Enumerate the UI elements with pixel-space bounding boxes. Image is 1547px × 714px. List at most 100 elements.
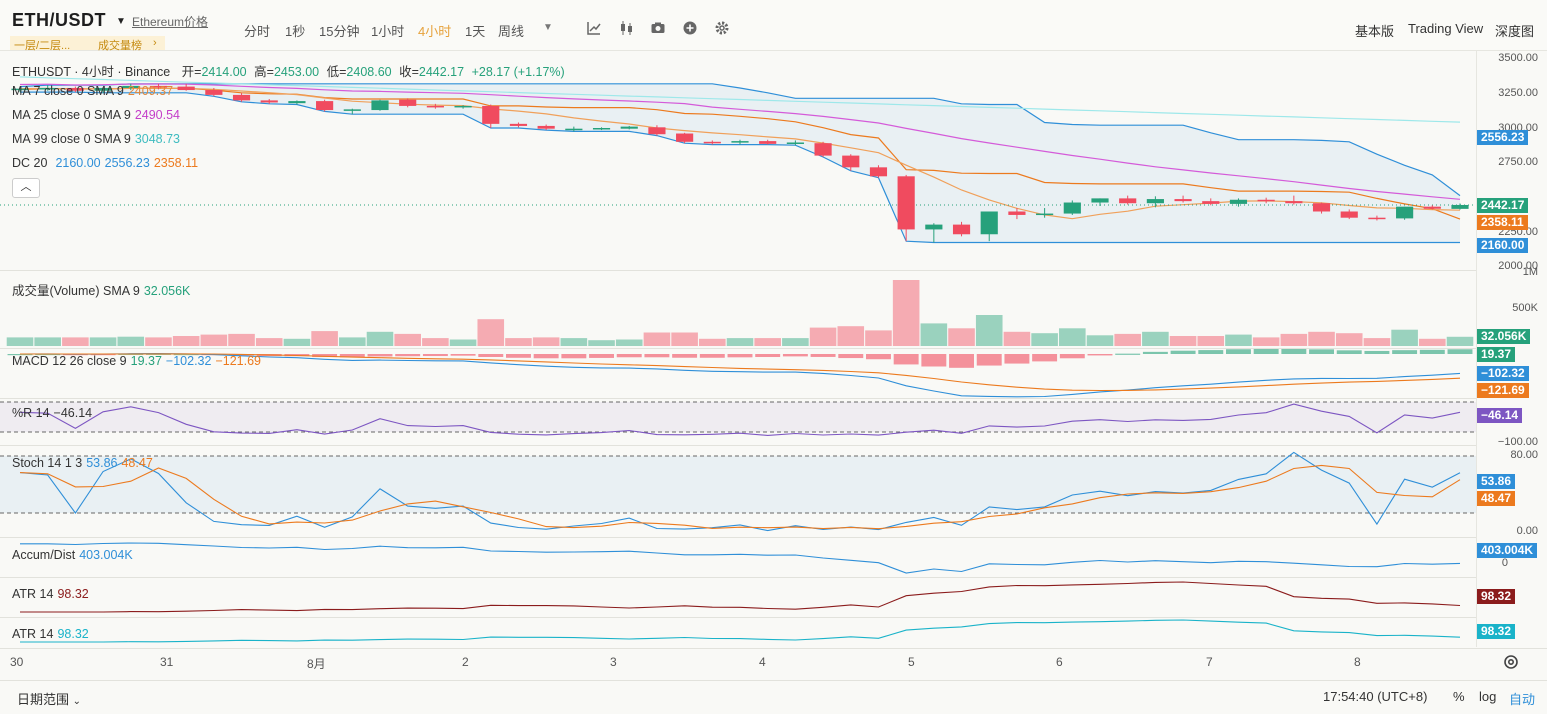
add-icon[interactable] bbox=[682, 20, 698, 36]
tf-realtime[interactable]: 分时 bbox=[244, 24, 271, 39]
atr1-legend: ATR 14 98.32 bbox=[12, 587, 89, 601]
percent-scale-toggle[interactable]: % bbox=[1453, 689, 1465, 704]
macd-hist-bar bbox=[506, 354, 531, 358]
pane-divider[interactable] bbox=[0, 537, 1476, 538]
atr2-legend: ATR 14 98.32 bbox=[12, 627, 89, 641]
pane-divider[interactable] bbox=[0, 577, 1476, 578]
macd-signal-badge: −121.69 bbox=[1477, 383, 1529, 398]
date-range-button[interactable]: 日期范围 ⌄ bbox=[17, 689, 81, 708]
change-value: +28.17 (+1.17%) bbox=[471, 65, 565, 79]
volume-bar bbox=[477, 319, 505, 346]
volume-bar bbox=[1003, 331, 1031, 346]
volume-bar bbox=[339, 337, 366, 346]
view-basic[interactable]: 基本版 bbox=[1355, 24, 1395, 39]
volume-bar bbox=[1335, 333, 1363, 346]
candle-body bbox=[66, 87, 84, 91]
macd-hist-bar bbox=[1419, 349, 1445, 354]
macd-hist-bar bbox=[838, 354, 864, 359]
stoch-k-line bbox=[19, 451, 1461, 532]
tag-volume-rank[interactable]: 成交量榜 bbox=[98, 40, 142, 52]
bottom-bar: 日期范围 ⌄ 17:54:40 (UTC+8) % log 自动 bbox=[0, 680, 1547, 714]
willr-badge: −46.14 bbox=[1477, 408, 1523, 423]
time-tick: 7 bbox=[1206, 655, 1213, 669]
candle-body bbox=[1008, 211, 1026, 215]
macd-hist-bar bbox=[727, 354, 753, 358]
pair-title[interactable]: ETH/USDT bbox=[12, 10, 106, 30]
dc-label: DC 20 bbox=[12, 156, 48, 170]
candle-body bbox=[1285, 201, 1303, 204]
time-axis[interactable]: 30 31 8月 2 3 4 5 6 7 8 bbox=[0, 648, 1547, 677]
volume-bar bbox=[6, 337, 34, 346]
macd-hist-bar bbox=[173, 353, 199, 356]
volume-bar bbox=[643, 332, 671, 346]
volume-legend: 成交量(Volume) SMA 9 32.056K bbox=[12, 280, 190, 299]
tf-1s[interactable]: 1秒 bbox=[285, 24, 306, 39]
dc-lower-badge: 2160.00 bbox=[1477, 238, 1529, 253]
volume-bar bbox=[588, 340, 615, 346]
volume-bar bbox=[1391, 329, 1418, 346]
settings-icon[interactable] bbox=[714, 20, 730, 36]
donchian-band bbox=[20, 83, 1460, 243]
macd-hist-bar bbox=[755, 354, 781, 358]
view-tradingview[interactable]: Trading View bbox=[1408, 21, 1484, 36]
pair-subtitle-link[interactable]: Ethereum价格 bbox=[132, 15, 209, 29]
ma7-label: MA 7 close 0 SMA 9 bbox=[12, 84, 124, 98]
candle-body bbox=[759, 141, 777, 144]
stoch-legend: Stoch 14 1 3 53.86 48.47 bbox=[12, 456, 153, 470]
pane-divider[interactable] bbox=[0, 270, 1476, 271]
pane-divider[interactable] bbox=[0, 617, 1476, 618]
candle-body bbox=[814, 143, 832, 156]
pair-dropdown-icon[interactable]: ▼ bbox=[116, 16, 126, 27]
volume-bar bbox=[255, 338, 283, 346]
pane-divider[interactable] bbox=[0, 445, 1476, 446]
timeframe-dropdown-icon[interactable]: ▼ bbox=[543, 22, 553, 33]
volume-tick: 500K bbox=[1512, 302, 1538, 314]
accum-badge: 403.004K bbox=[1477, 543, 1538, 558]
log-scale-toggle[interactable]: log bbox=[1479, 689, 1497, 704]
candle-body bbox=[149, 85, 168, 88]
chart-area[interactable]: ETHUSDT · 4小时 · Binance 开=2414.00 高=2453… bbox=[0, 51, 1476, 647]
candle-type-icon[interactable] bbox=[618, 20, 634, 36]
symbol-line: ETHUSDT · 4小时 · Binance bbox=[12, 65, 171, 79]
macd-hist-badge: 19.37 bbox=[1477, 347, 1516, 362]
stoch-label: Stoch 14 1 3 bbox=[12, 456, 83, 470]
view-depth[interactable]: 深度图 bbox=[1495, 24, 1535, 39]
low-value: 2408.60 bbox=[346, 65, 392, 79]
pane-divider[interactable] bbox=[0, 348, 1476, 349]
macd-hist-bar bbox=[616, 354, 642, 358]
axis-settings-icon[interactable] bbox=[1502, 653, 1520, 671]
volume-bar bbox=[948, 328, 975, 346]
candle-body bbox=[1312, 203, 1331, 212]
candle-body bbox=[620, 126, 638, 129]
indicator-icon[interactable] bbox=[586, 20, 602, 36]
tf-1w[interactable]: 周线 bbox=[498, 24, 525, 39]
candle-body bbox=[952, 224, 971, 235]
camera-icon[interactable] bbox=[650, 20, 666, 36]
macd-hist-bar bbox=[1004, 354, 1030, 364]
volume-bar bbox=[366, 331, 394, 346]
tf-1h[interactable]: 1小时 bbox=[371, 24, 405, 39]
stoch-k-badge: 53.86 bbox=[1477, 474, 1516, 489]
volume-label: 成交量(Volume) SMA 9 bbox=[12, 284, 140, 298]
macd-hist-bar bbox=[395, 354, 421, 357]
tf-15m[interactable]: 15分钟 bbox=[319, 24, 360, 39]
volume-bar bbox=[1280, 333, 1308, 346]
stoch-d-value: 48.47 bbox=[121, 456, 153, 470]
dc-upper-badge: 2556.23 bbox=[1477, 130, 1529, 145]
tf-4h[interactable]: 4小时 bbox=[418, 24, 452, 39]
candle-body bbox=[648, 127, 666, 135]
volume-bar bbox=[1059, 328, 1086, 346]
chart-svg[interactable] bbox=[0, 51, 1476, 647]
tag-layer[interactable]: 一层/二层... bbox=[14, 40, 71, 52]
tf-1d[interactable]: 1天 bbox=[465, 24, 486, 39]
auto-scale-toggle[interactable]: 自动 bbox=[1509, 692, 1536, 707]
macd-hist-bar bbox=[533, 354, 559, 359]
collapse-legend-button[interactable]: ︿ bbox=[12, 178, 40, 198]
candle-body bbox=[869, 167, 888, 177]
price-tick: 2000.00 bbox=[1498, 260, 1538, 272]
candle-body bbox=[94, 87, 112, 91]
accum-legend: Accum/Dist 403.004K bbox=[12, 548, 133, 562]
pane-divider[interactable] bbox=[0, 398, 1476, 399]
time-tick: 31 bbox=[160, 655, 174, 669]
dc-mid-value: 2358.11 bbox=[153, 156, 199, 170]
